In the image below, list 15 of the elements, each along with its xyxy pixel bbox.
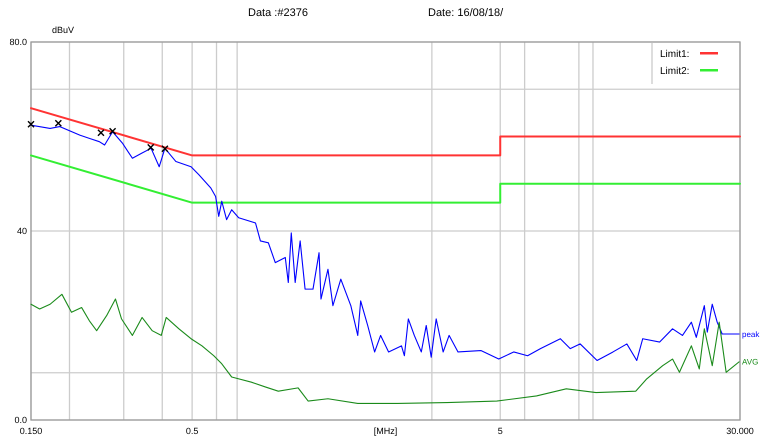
legend-label: Limit2: [660,66,690,77]
y-axis-title: dBuV [52,25,74,35]
legend-label: Limit1: [660,49,690,60]
y-tick-label: 40 [16,226,27,236]
x-tick-label: 30.000 [726,426,754,436]
x-tick-label: 5 [498,426,503,436]
text: Date: 16/08/18/ [428,7,504,19]
x-tick-label: 0.150 [20,426,42,436]
x-axis-title: [MHz] [374,426,398,436]
series-label: peak [742,330,760,339]
x-tick-label: 0.5 [186,426,198,436]
text: Data :#2376 [248,7,308,19]
y-tick-label: 80.0 [9,37,27,48]
y-tick-label: 0.0 [14,415,27,426]
series-label: AVG [742,358,758,367]
